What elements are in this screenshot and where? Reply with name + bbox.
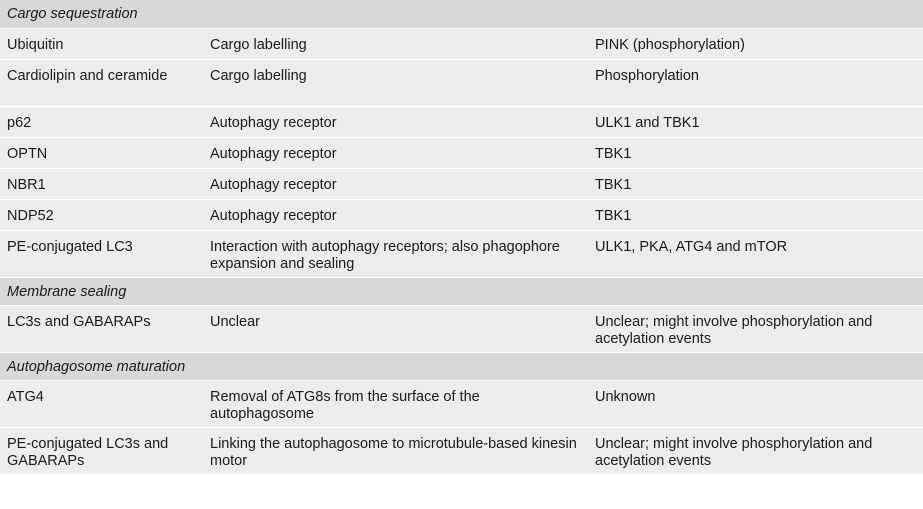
cell-molecule: PE-conjugated LC3 bbox=[0, 230, 203, 278]
table-row: p62 Autophagy receptor ULK1 and TBK1 bbox=[0, 106, 923, 138]
table-row: ATG4 Removal of ATG8s from the surface o… bbox=[0, 380, 923, 428]
cell-function: Autophagy receptor bbox=[203, 168, 588, 200]
table-row: OPTN Autophagy receptor TBK1 bbox=[0, 137, 923, 169]
cell-regulation: PINK (phosphorylation) bbox=[588, 28, 923, 60]
cell-function: Interaction with autophagy receptors; al… bbox=[203, 230, 588, 278]
cell-regulation: Unclear; might involve phosphorylation a… bbox=[588, 427, 923, 475]
cell-molecule: NBR1 bbox=[0, 168, 203, 200]
section-header-membrane-sealing: Membrane sealing bbox=[0, 277, 923, 306]
section-title: Autophagosome maturation bbox=[0, 352, 923, 381]
table-row: PE-conjugated LC3s and GABARAPs Linking … bbox=[0, 427, 923, 475]
cell-function: Unclear bbox=[203, 305, 588, 353]
cell-molecule: LC3s and GABARAPs bbox=[0, 305, 203, 353]
cell-molecule: PE-conjugated LC3s and GABARAPs bbox=[0, 427, 203, 475]
section-title: Cargo sequestration bbox=[0, 0, 923, 29]
cell-function: Autophagy receptor bbox=[203, 199, 588, 231]
cell-regulation: Unclear; might involve phosphorylation a… bbox=[588, 305, 923, 353]
cell-molecule: ATG4 bbox=[0, 380, 203, 428]
cell-regulation: TBK1 bbox=[588, 168, 923, 200]
cell-regulation: Phosphorylation bbox=[588, 59, 923, 107]
autophagy-table: Cargo sequestration Ubiquitin Cargo labe… bbox=[0, 0, 923, 475]
cell-regulation: ULK1, PKA, ATG4 and mTOR bbox=[588, 230, 923, 278]
cell-function: Cargo labelling bbox=[203, 59, 588, 107]
table-row: Ubiquitin Cargo labelling PINK (phosphor… bbox=[0, 28, 923, 60]
table-row: Cardiolipin and ceramide Cargo labelling… bbox=[0, 59, 923, 107]
section-title: Membrane sealing bbox=[0, 277, 923, 306]
table-row: NBR1 Autophagy receptor TBK1 bbox=[0, 168, 923, 200]
section-header-autophagosome-maturation: Autophagosome maturation bbox=[0, 352, 923, 381]
section-header-cargo-sequestration: Cargo sequestration bbox=[0, 0, 923, 29]
cell-function: Autophagy receptor bbox=[203, 137, 588, 169]
cell-molecule: Ubiquitin bbox=[0, 28, 203, 60]
cell-regulation: ULK1 and TBK1 bbox=[588, 106, 923, 138]
cell-regulation: TBK1 bbox=[588, 199, 923, 231]
cell-molecule: p62 bbox=[0, 106, 203, 138]
cell-function: Autophagy receptor bbox=[203, 106, 588, 138]
cell-regulation: Unknown bbox=[588, 380, 923, 428]
table-row: PE-conjugated LC3 Interaction with autop… bbox=[0, 230, 923, 278]
cell-function: Linking the autophagosome to microtubule… bbox=[203, 427, 588, 475]
cell-molecule: NDP52 bbox=[0, 199, 203, 231]
cell-function: Cargo labelling bbox=[203, 28, 588, 60]
cell-molecule: Cardiolipin and ceramide bbox=[0, 59, 203, 107]
cell-molecule: OPTN bbox=[0, 137, 203, 169]
cell-regulation: TBK1 bbox=[588, 137, 923, 169]
table-row: LC3s and GABARAPs Unclear Unclear; might… bbox=[0, 305, 923, 353]
cell-function: Removal of ATG8s from the surface of the… bbox=[203, 380, 588, 428]
table-row: NDP52 Autophagy receptor TBK1 bbox=[0, 199, 923, 231]
